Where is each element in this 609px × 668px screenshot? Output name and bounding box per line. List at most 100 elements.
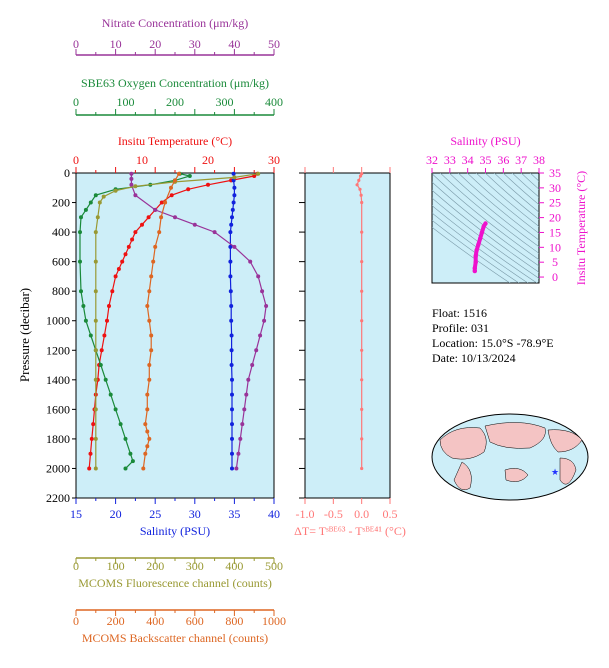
fluorescence-point: [93, 230, 98, 235]
salinity-point: [230, 436, 234, 441]
delta-t-point: [357, 178, 361, 182]
density-contour: [538, 173, 539, 174]
backscatter-point: [145, 392, 150, 397]
delta-t-point: [359, 193, 363, 197]
salinity-point: [229, 318, 234, 323]
temperature-tick-label: 0: [73, 153, 79, 167]
nitrate-point: [129, 176, 134, 181]
density-contour: [511, 173, 539, 198]
temperature-point: [110, 289, 115, 294]
backscatter-point: [147, 377, 152, 382]
temperature-tick-label: 10: [136, 153, 148, 167]
oxygen-point: [78, 259, 82, 264]
salinity-point: [232, 193, 237, 198]
nitrate-axis: 0 10 20 30 40 50 Nitrate Concentration (μm/kg): [73, 16, 280, 56]
temperature-point: [107, 304, 111, 308]
oxygen-point: [93, 193, 98, 198]
backscatter-point: [177, 171, 181, 176]
oxygen-point: [118, 422, 123, 427]
fluorescence-tick-label: 300: [186, 559, 204, 573]
salinity-tick-label: 35: [228, 507, 240, 521]
density-contour: [475, 173, 539, 227]
float-label: Float: 1516: [432, 306, 487, 320]
land-south-america: [559, 457, 577, 485]
oxygen-tick-label: 0: [73, 95, 79, 109]
nitrate-tick-label: 50: [268, 37, 280, 51]
density-contour: [432, 205, 538, 283]
pressure-tick-label: 800: [52, 284, 70, 298]
oxygen-point: [187, 174, 192, 178]
oxygen-point: [83, 318, 88, 323]
backscatter-point: [143, 451, 148, 456]
nitrate-point: [262, 318, 267, 323]
delta-t-point: [360, 466, 364, 471]
temperature-point: [116, 267, 121, 271]
pressure-tick-label: 1800: [46, 432, 70, 446]
ts-point: [473, 260, 478, 265]
delta-t-tick-label: 0.0: [354, 507, 369, 521]
salinity-point: [229, 304, 234, 308]
salinity-point: [228, 289, 233, 294]
salinity-point: [229, 333, 234, 338]
delta-t-plot-area: [304, 172, 391, 499]
backscatter-point: [147, 363, 152, 367]
ts-salinity-title: Salinity (PSU): [450, 134, 520, 148]
backscatter-point: [153, 244, 158, 249]
ts-temperature-tick-label: 35: [549, 166, 561, 180]
pressure-tick-label: 200: [52, 196, 70, 210]
fluorescence-point: [113, 188, 118, 193]
temperature-point: [186, 187, 191, 192]
backscatter-point: [163, 200, 168, 205]
nitrate-point: [238, 436, 243, 441]
salinity-point: [230, 207, 235, 212]
fluorescence-point: [93, 466, 98, 471]
oxygen-tick-label: 400: [265, 95, 283, 109]
salinity-point: [228, 230, 233, 235]
salinity-point: [229, 222, 234, 227]
delta-t-tick-label: -1.0: [296, 507, 315, 521]
nitrate-point: [258, 333, 263, 338]
temperature-point: [123, 252, 128, 257]
backscatter-tick-label: 800: [225, 614, 243, 628]
world-map: ★: [431, 413, 589, 501]
backscatter-point: [145, 407, 150, 412]
temperature-point: [159, 200, 164, 205]
pressure-axis-label: Pressure (decibar): [17, 288, 32, 382]
nitrate-tick-label: 10: [110, 37, 122, 51]
nitrate-point: [254, 348, 259, 353]
land-north-america: [547, 429, 583, 453]
ts-point: [479, 230, 485, 235]
oxygen-point: [83, 207, 88, 212]
nitrate-point: [129, 171, 134, 176]
salinity-point: [229, 348, 234, 353]
delta-t-tick-label: 0.5: [383, 507, 398, 521]
temperature-point: [91, 422, 96, 427]
oxygen-point: [123, 436, 128, 441]
float-location-marker: ★: [551, 467, 559, 477]
delta-t-point: [355, 183, 359, 187]
pressure-tick-label: 0: [64, 166, 70, 180]
delta-t-point: [360, 230, 364, 234]
nitrate-point: [236, 451, 241, 456]
temperature-axis: 0 10 20 30 Insitu Temperature (°C): [73, 134, 280, 173]
ts-temperature-tick-label: 25: [549, 196, 561, 210]
temperature-point: [206, 182, 210, 187]
backscatter-point: [169, 185, 173, 190]
pressure-tick-label: 600: [52, 255, 70, 269]
density-contour: [457, 173, 539, 241]
fluorescence-point: [232, 175, 237, 180]
fluorescence-axis-title: MCOMS Fluorescence channel (counts): [78, 576, 272, 590]
fluorescence-point: [97, 200, 102, 205]
nitrate-point: [173, 215, 177, 220]
delta-t-point: [360, 437, 364, 441]
fluorescence-point: [95, 215, 100, 220]
ts-point: [481, 224, 486, 229]
ts-salinity-tick-label: 32: [426, 153, 438, 167]
delta-t-point: [358, 187, 362, 191]
backscatter-point: [149, 274, 154, 279]
fluorescence-point: [93, 407, 98, 412]
pressure-tick-label: 1400: [46, 373, 70, 387]
ts-point: [472, 268, 477, 274]
salinity-point: [231, 171, 236, 176]
density-contour: [439, 173, 539, 254]
